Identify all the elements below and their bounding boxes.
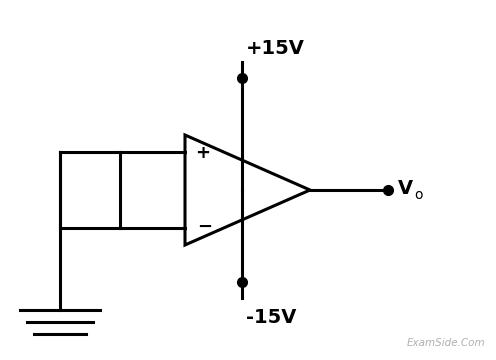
Text: −: − (197, 218, 212, 236)
Text: ExamSide.Com: ExamSide.Com (406, 338, 485, 348)
Text: o: o (414, 188, 423, 202)
Text: V: V (398, 179, 413, 198)
Text: +15V: +15V (246, 39, 305, 58)
Text: +: + (195, 144, 210, 162)
Text: -15V: -15V (246, 308, 297, 327)
